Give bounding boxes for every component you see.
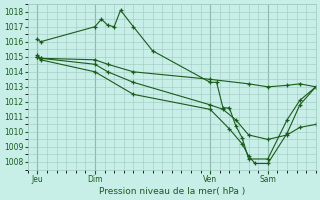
X-axis label: Pression niveau de la mer( hPa ): Pression niveau de la mer( hPa ): [99, 187, 245, 196]
